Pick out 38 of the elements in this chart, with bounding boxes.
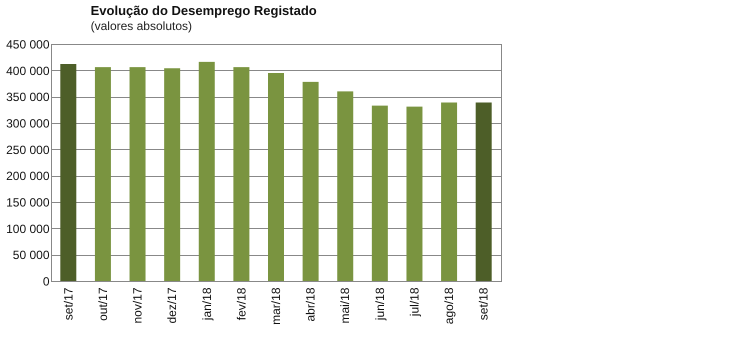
y-tick-label: 400 000 bbox=[6, 64, 50, 78]
y-tick-label: 200 000 bbox=[6, 169, 50, 184]
y-tick-label: 50 000 bbox=[12, 248, 50, 262]
x-tick-label: nov/17 bbox=[130, 287, 145, 324]
x-tick-label: mai/18 bbox=[338, 287, 352, 324]
bar bbox=[372, 106, 388, 281]
x-tick-label: dez/17 bbox=[165, 287, 180, 324]
x-tick-label: jan/18 bbox=[200, 287, 214, 322]
x-tick-label: set/18 bbox=[476, 287, 491, 320]
bar bbox=[476, 102, 492, 281]
chart-title: Evolução do Desemprego Registado bbox=[90, 3, 317, 18]
x-tick-label: fev/18 bbox=[234, 287, 248, 320]
bar bbox=[130, 67, 146, 281]
x-tick-label: ago/18 bbox=[442, 287, 456, 324]
x-tick-label: out/17 bbox=[96, 287, 110, 321]
bar bbox=[268, 72, 284, 281]
y-tick-label: 150 000 bbox=[6, 196, 50, 210]
x-tick-label: set/17 bbox=[61, 287, 76, 320]
bar bbox=[302, 82, 319, 281]
bar bbox=[198, 62, 215, 281]
y-tick-label: 100 000 bbox=[6, 222, 50, 236]
bar bbox=[60, 64, 76, 281]
y-tick-label: 0 bbox=[42, 274, 50, 288]
chart-subtitle: (valores absolutos) bbox=[90, 19, 192, 33]
bar bbox=[94, 67, 111, 281]
y-tick-label: 450 000 bbox=[6, 38, 50, 52]
x-tick-label: jun/18 bbox=[372, 287, 387, 322]
x-tick-label: mar/18 bbox=[269, 287, 283, 325]
x-tick-label: abr/18 bbox=[304, 287, 318, 322]
bar bbox=[233, 67, 250, 281]
y-tick-label: 350 000 bbox=[6, 90, 50, 104]
y-tick-label: 300 000 bbox=[6, 116, 50, 130]
bar bbox=[164, 68, 180, 281]
x-tick-label: jul/18 bbox=[407, 287, 422, 318]
bar bbox=[406, 106, 422, 281]
bar bbox=[441, 102, 458, 281]
bar bbox=[337, 91, 354, 281]
y-tick-label: 250 000 bbox=[6, 142, 50, 157]
